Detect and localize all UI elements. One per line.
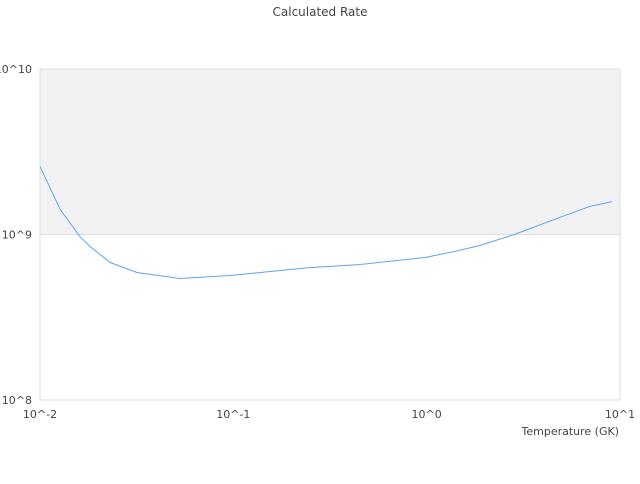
series-line bbox=[39, 166, 613, 280]
y-axis: 10^8 10^9 10^10 bbox=[0, 63, 32, 407]
shaded-band bbox=[40, 69, 620, 235]
x-tick-label: 10^1 bbox=[605, 408, 635, 421]
y-tick-label: 10^9 bbox=[2, 229, 32, 242]
x-tick-label: 10^0 bbox=[412, 408, 442, 421]
plot-area bbox=[39, 68, 621, 401]
x-tick-label: 10^-2 bbox=[23, 408, 57, 421]
x-axis-label: Temperature (GK) bbox=[521, 425, 620, 438]
x-axis: 10^-2 10^-1 10^0 10^1 bbox=[23, 408, 635, 421]
y-tick-label: 10^10 bbox=[0, 63, 32, 76]
y-tick-label: 10^8 bbox=[2, 394, 32, 407]
x-tick-label: 10^-1 bbox=[216, 408, 250, 421]
chart-title: Calculated Rate bbox=[273, 5, 368, 19]
